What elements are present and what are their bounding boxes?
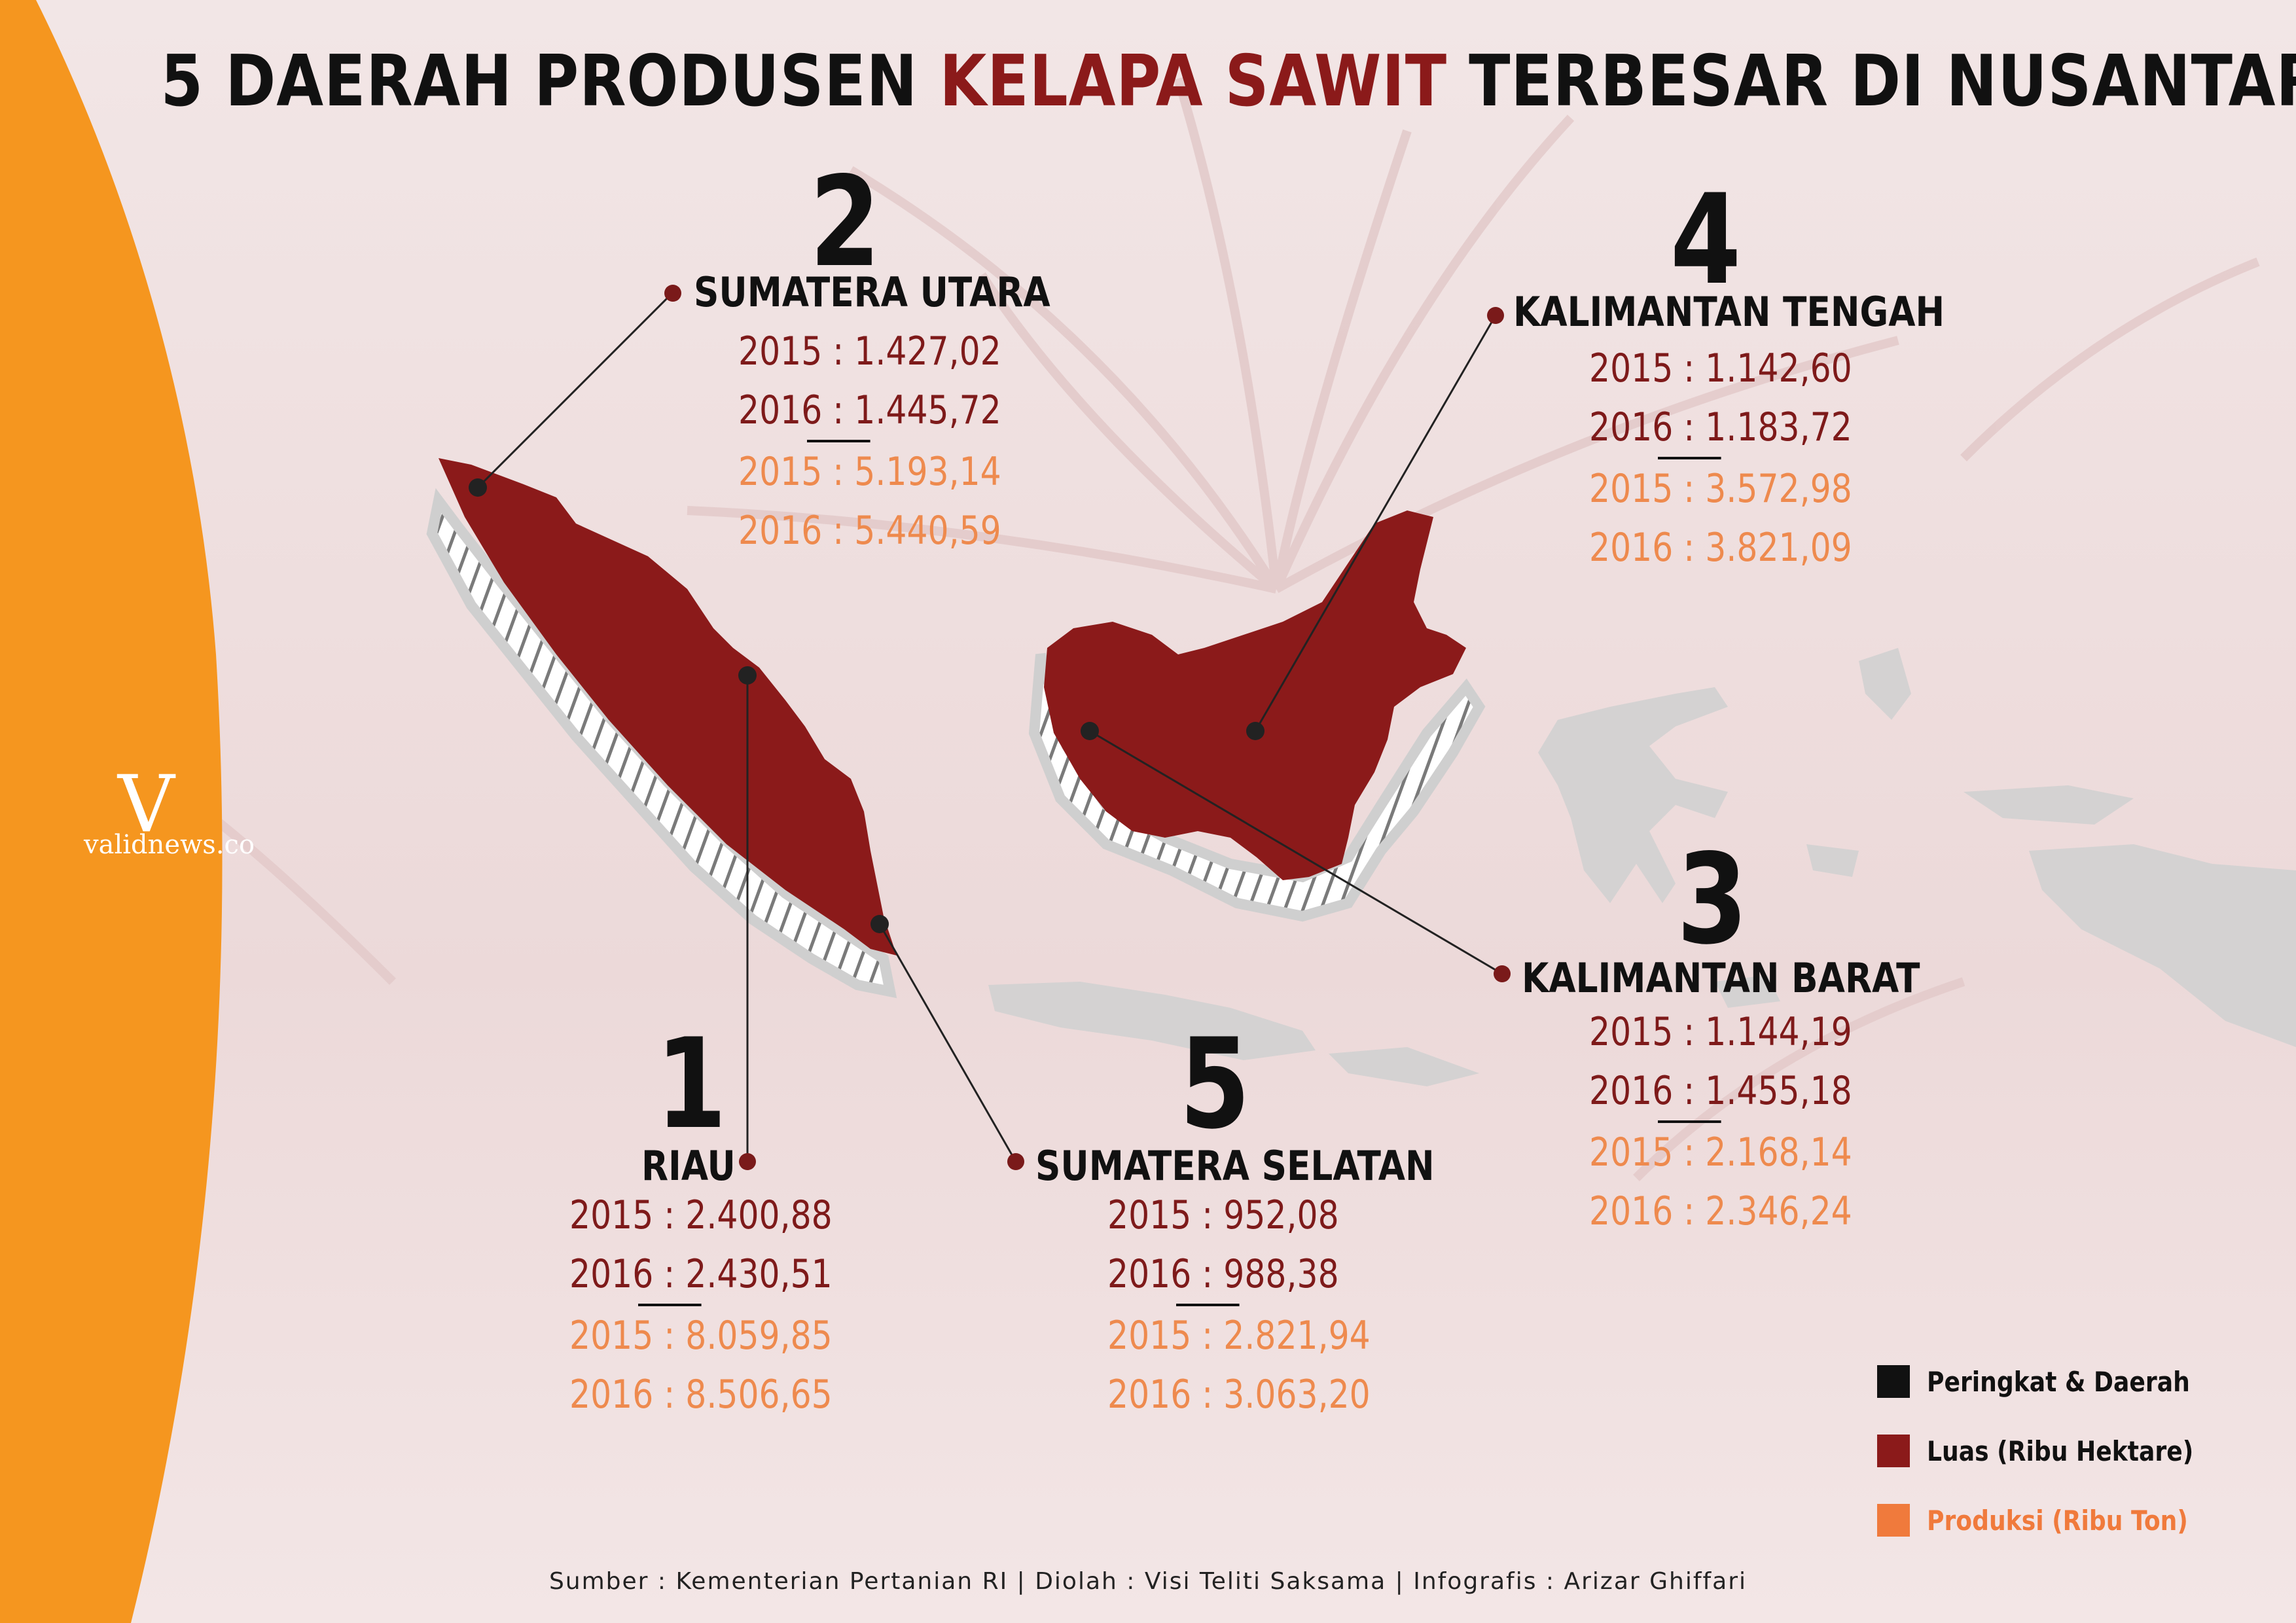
- title-part-2: TERBESAR DI NUSANTARA: [1446, 41, 2296, 122]
- divider: [1176, 1304, 1240, 1306]
- marker-riau-map: [738, 666, 757, 685]
- connector-kalimantan-tengah: [1254, 315, 1497, 732]
- marker-sumatera-utara-label: [664, 285, 681, 302]
- rank-4: 4: [1670, 168, 1742, 312]
- luas-2015: 2015 : 1.427,02: [738, 329, 1001, 374]
- region-name-sumatera-utara: SUMATERA UTARA: [694, 268, 1050, 316]
- stats-kalimantan-barat: 2015 : 1.144,19 2016 : 1.455,18 2015 : 2…: [1589, 1003, 1852, 1241]
- marker-kalimantan-tengah-map: [1246, 722, 1265, 740]
- marker-sumatera-selatan-label: [1007, 1153, 1024, 1170]
- marker-riau-label: [739, 1153, 756, 1170]
- luas-2015: 2015 : 2.400,88: [569, 1192, 833, 1238]
- rank-3: 3: [1676, 827, 1748, 972]
- kalimantan-island: [1028, 510, 1486, 922]
- luas-2016: 2016 : 1.445,72: [738, 387, 1001, 433]
- legend: Peringkat & Daerah Luas (Ribu Hektare) P…: [1877, 1347, 2237, 1555]
- luas-2015: 2015 : 1.144,19: [1589, 1009, 1852, 1055]
- legend-item-peringkat: Peringkat & Daerah: [1877, 1347, 2237, 1416]
- legend-label: Produksi (Ribu Ton): [1927, 1504, 2188, 1537]
- stats-kalimantan-tengah: 2015 : 1.142,60 2016 : 1.183,72 2015 : 3…: [1589, 339, 1852, 577]
- legend-swatch-orange: [1877, 1504, 1910, 1537]
- produksi-2015: 2015 : 2.168,14: [1589, 1130, 1852, 1175]
- produksi-2015: 2015 : 3.572,98: [1589, 466, 1852, 512]
- luas-2016: 2016 : 1.183,72: [1589, 404, 1852, 450]
- stats-sumatera-utara: 2015 : 1.427,02 2016 : 1.445,72 2015 : 5…: [738, 322, 1001, 560]
- produksi-2016: 2016 : 3.063,20: [1107, 1372, 1371, 1418]
- produksi-2016: 2016 : 5.440,59: [738, 508, 1001, 554]
- stats-riau: 2015 : 2.400,88 2016 : 2.430,51 2015 : 8…: [569, 1186, 833, 1424]
- region-name-riau: RIAU: [641, 1142, 736, 1190]
- rank-5: 5: [1179, 1012, 1251, 1156]
- luas-2015: 2015 : 1.142,60: [1589, 346, 1852, 391]
- title-accent: KELAPA SAWIT: [939, 41, 1447, 122]
- validnews-logo-icon: V: [118, 759, 175, 850]
- orange-band: [0, 0, 223, 1623]
- divider: [638, 1304, 702, 1306]
- map-markers: [469, 285, 1511, 1170]
- eastern-islands: [988, 648, 2296, 1086]
- marker-kalimantan-tengah-label: [1487, 307, 1504, 324]
- marker-sumatera-selatan-map: [870, 915, 889, 933]
- region-name-kalimantan-barat: KALIMANTAN BARAT: [1522, 954, 1920, 1002]
- luas-2016: 2016 : 2.430,51: [569, 1251, 833, 1297]
- marker-kalimantan-barat-label: [1494, 965, 1511, 982]
- legend-item-luas: Luas (Ribu Hektare): [1877, 1416, 2237, 1486]
- divider: [807, 440, 870, 442]
- connector-sumatera-selatan: [878, 923, 1017, 1162]
- marker-kalimantan-barat-map: [1081, 722, 1099, 740]
- legend-swatch-maroon: [1877, 1435, 1910, 1467]
- marker-sumatera-utara-map: [469, 478, 487, 497]
- legend-label: Peringkat & Daerah: [1927, 1365, 2190, 1398]
- rank-1: 1: [655, 1012, 727, 1156]
- luas-2016: 2016 : 1.455,18: [1589, 1068, 1852, 1114]
- produksi-2015: 2015 : 8.059,85: [569, 1313, 833, 1359]
- legend-item-produksi: Produksi (Ribu Ton): [1877, 1486, 2237, 1555]
- produksi-2015: 2015 : 2.821,94: [1107, 1313, 1371, 1359]
- divider: [1658, 457, 1721, 459]
- produksi-2016: 2016 : 3.821,09: [1589, 525, 1852, 571]
- luas-2015: 2015 : 952,08: [1107, 1192, 1339, 1238]
- rank-2: 2: [809, 150, 881, 294]
- produksi-2016: 2016 : 2.346,24: [1589, 1188, 1852, 1234]
- connector-sumatera-utara: [476, 293, 672, 489]
- source-credit: Sumber : Kementerian Pertanian RI | Diol…: [548, 1568, 1748, 1595]
- luas-2016: 2016 : 988,38: [1107, 1251, 1339, 1297]
- legend-swatch-black: [1877, 1365, 1910, 1398]
- legend-label: Luas (Ribu Hektare): [1927, 1435, 2194, 1467]
- map-connectors: [476, 293, 1503, 1162]
- sumatera-island: [426, 458, 897, 999]
- region-name-kalimantan-tengah: KALIMANTAN TENGAH: [1513, 288, 1945, 336]
- produksi-2015: 2015 : 5.193,14: [738, 449, 1001, 495]
- infographic-title: 5 DAERAH PRODUSEN KELAPA SAWIT TERBESAR …: [160, 41, 2296, 122]
- connector-kalimantan-barat: [1089, 730, 1503, 975]
- region-name-sumatera-selatan: SUMATERA SELATAN: [1035, 1142, 1435, 1190]
- divider: [1658, 1120, 1721, 1123]
- produksi-2016: 2016 : 8.506,65: [569, 1372, 833, 1418]
- validnews-logo-text: validnews.co: [84, 830, 255, 860]
- stats-sumatera-selatan: 2015 : 952,08 2016 : 988,38 2015 : 2.821…: [1107, 1186, 1371, 1424]
- title-part-1: 5 DAERAH PRODUSEN: [160, 41, 940, 122]
